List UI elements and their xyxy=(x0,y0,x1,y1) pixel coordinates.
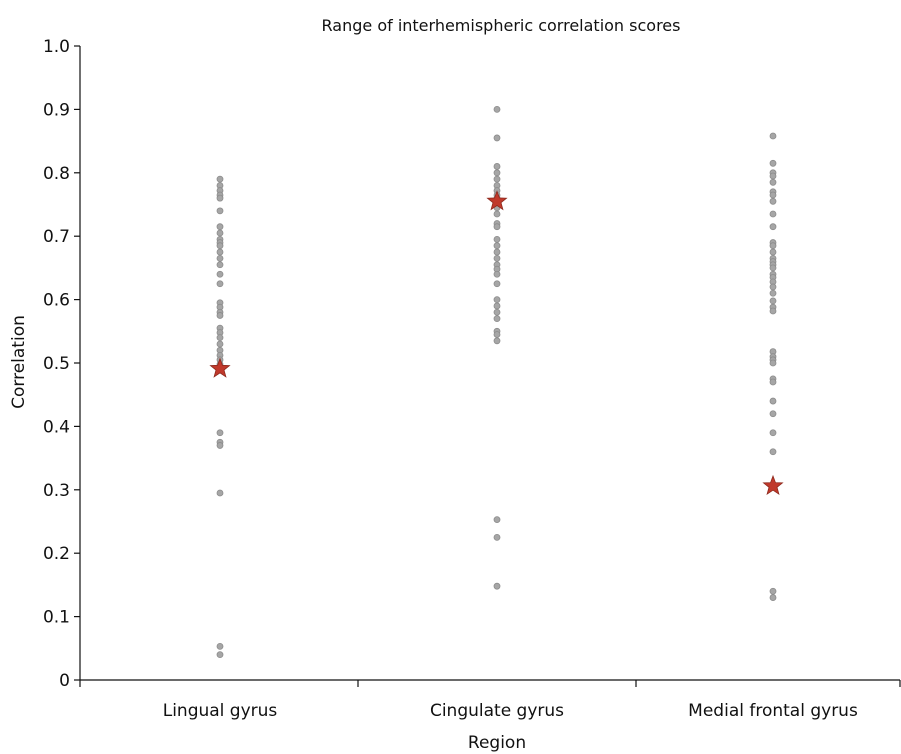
y-tick-label: 0.5 xyxy=(43,354,70,374)
data-point xyxy=(216,229,224,237)
data-point xyxy=(769,210,777,218)
data-point xyxy=(216,254,224,262)
data-point xyxy=(493,248,501,256)
data-point xyxy=(769,197,777,205)
data-point xyxy=(493,210,501,218)
data-point xyxy=(216,642,224,650)
data-point xyxy=(769,283,777,291)
data-point xyxy=(769,242,777,250)
data-marks xyxy=(209,106,784,659)
data-point xyxy=(493,516,501,523)
data-point xyxy=(216,334,224,342)
data-point xyxy=(769,587,777,595)
y-tick-label: 0.2 xyxy=(43,544,70,564)
y-tick-label: 0.3 xyxy=(43,481,70,501)
data-point xyxy=(216,261,224,269)
data-point xyxy=(493,308,501,316)
x-tick-label: Cingulate gyrus xyxy=(430,701,564,721)
data-point xyxy=(493,337,501,345)
data-point xyxy=(769,223,777,231)
data-point xyxy=(216,312,224,319)
data-point xyxy=(493,296,501,304)
data-point xyxy=(493,254,501,262)
data-point xyxy=(493,315,501,323)
data-point xyxy=(216,242,224,250)
chart-title: Range of interhemispheric correlation sc… xyxy=(322,16,681,35)
data-point xyxy=(493,582,501,590)
y-tick-label: 0.7 xyxy=(43,227,70,247)
y-tick-label: 0.9 xyxy=(43,100,70,120)
data-point xyxy=(769,248,777,256)
data-point xyxy=(216,248,224,256)
highlight-star xyxy=(762,474,784,496)
data-point xyxy=(216,207,224,215)
data-point xyxy=(493,280,501,288)
data-point xyxy=(769,264,777,272)
data-point xyxy=(493,163,501,170)
data-point xyxy=(769,307,777,315)
data-point xyxy=(493,270,501,278)
data-point xyxy=(769,159,777,167)
data-point xyxy=(216,270,224,278)
data-point xyxy=(493,302,501,310)
data-point xyxy=(216,280,224,288)
data-point xyxy=(216,194,224,202)
data-point xyxy=(216,175,224,183)
data-point xyxy=(493,106,501,113)
data-point xyxy=(493,235,501,243)
data-point xyxy=(769,448,777,456)
data-point xyxy=(216,651,224,659)
data-point xyxy=(216,429,224,437)
data-point xyxy=(769,429,777,437)
y-tick-label: 0.1 xyxy=(43,608,70,628)
data-point xyxy=(493,223,501,231)
x-tick-label: Lingual gyrus xyxy=(163,701,278,721)
data-point xyxy=(216,442,224,449)
data-point xyxy=(769,289,777,297)
data-point xyxy=(769,594,777,601)
data-point xyxy=(493,331,501,338)
axes: 0 0.1 0.2 0.3 0.4 0.5 0.6 0.7 0.8 0.9 1.0 Lingual g… xyxy=(43,37,901,721)
data-point xyxy=(216,340,224,348)
data-point xyxy=(769,178,777,186)
data-point xyxy=(493,242,501,250)
data-point xyxy=(769,297,777,305)
data-point xyxy=(493,533,501,541)
data-point xyxy=(493,134,501,142)
y-tick-label: 0.8 xyxy=(43,164,70,184)
highlight-star xyxy=(486,190,508,211)
data-point xyxy=(493,169,501,177)
data-point xyxy=(216,223,224,231)
y-tick-label: 0 xyxy=(59,671,70,691)
data-point xyxy=(216,489,224,497)
highlight-star xyxy=(209,357,231,378)
x-axis-label: Region xyxy=(468,733,526,753)
y-tick-label: 1.0 xyxy=(43,37,70,57)
data-point xyxy=(769,397,777,405)
data-point xyxy=(769,359,777,367)
y-tick-label: 0.6 xyxy=(43,291,70,311)
data-point xyxy=(493,175,501,183)
data-point xyxy=(769,410,777,418)
y-tick-label: 0.4 xyxy=(43,417,70,437)
data-point xyxy=(769,191,777,199)
data-point xyxy=(769,172,777,180)
data-point xyxy=(769,132,777,140)
data-point xyxy=(769,378,777,386)
y-axis-label: Correlation xyxy=(9,315,29,409)
x-tick-label: Medial frontal gyrus xyxy=(688,701,858,721)
